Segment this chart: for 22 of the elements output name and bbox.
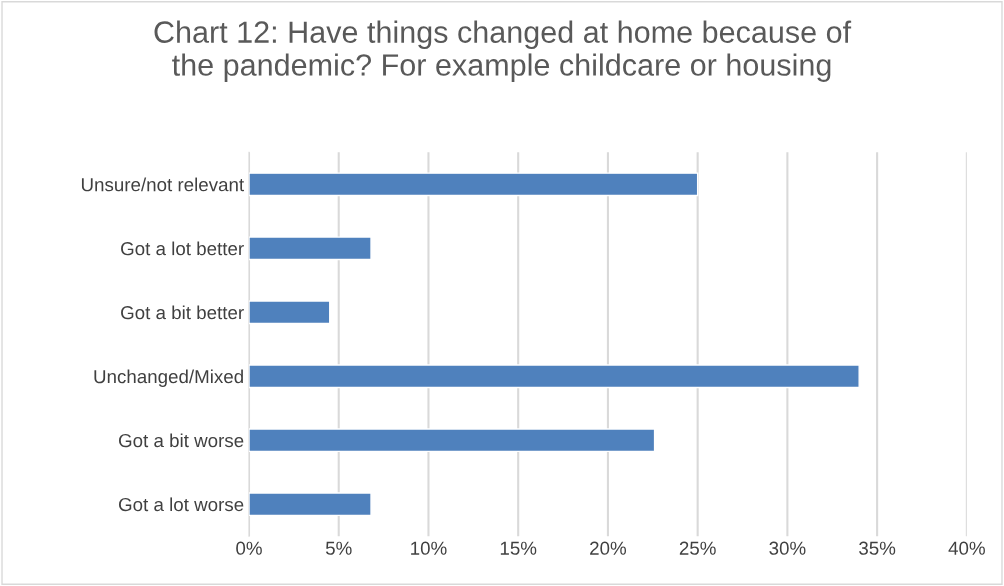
bar [248, 428, 656, 453]
y-tick-label: Unchanged/Mixed [94, 369, 243, 387]
x-tick-label: 30% [769, 541, 806, 555]
x-tick-label: 5% [325, 541, 352, 555]
y-tick-label: Got a bit worse [118, 433, 244, 448]
bar [248, 172, 699, 197]
x-tick-label: 15% [500, 541, 537, 555]
x-tick-label: 10% [411, 541, 447, 555]
x-tick-label: 35% [859, 541, 896, 555]
x-tick-label: 0% [236, 541, 262, 555]
chart-title: Chart 12: Have things changed at home because of the pandemic? For example childcare or housing [154, 20, 852, 82]
y-tick-label: Got a bit better [121, 305, 244, 320]
y-tick-label: Unsure/not relevant [81, 177, 244, 192]
bar [248, 236, 372, 261]
x-tick-label: 40% [948, 541, 985, 555]
y-tick-label: Got a lot worse [118, 497, 244, 512]
bar [248, 300, 331, 325]
bar [248, 364, 860, 389]
x-tick-label: 20% [590, 541, 627, 555]
x-tick-label: 25% [679, 541, 716, 555]
bar [248, 492, 372, 517]
y-tick-label: Got a lot better [121, 241, 244, 256]
